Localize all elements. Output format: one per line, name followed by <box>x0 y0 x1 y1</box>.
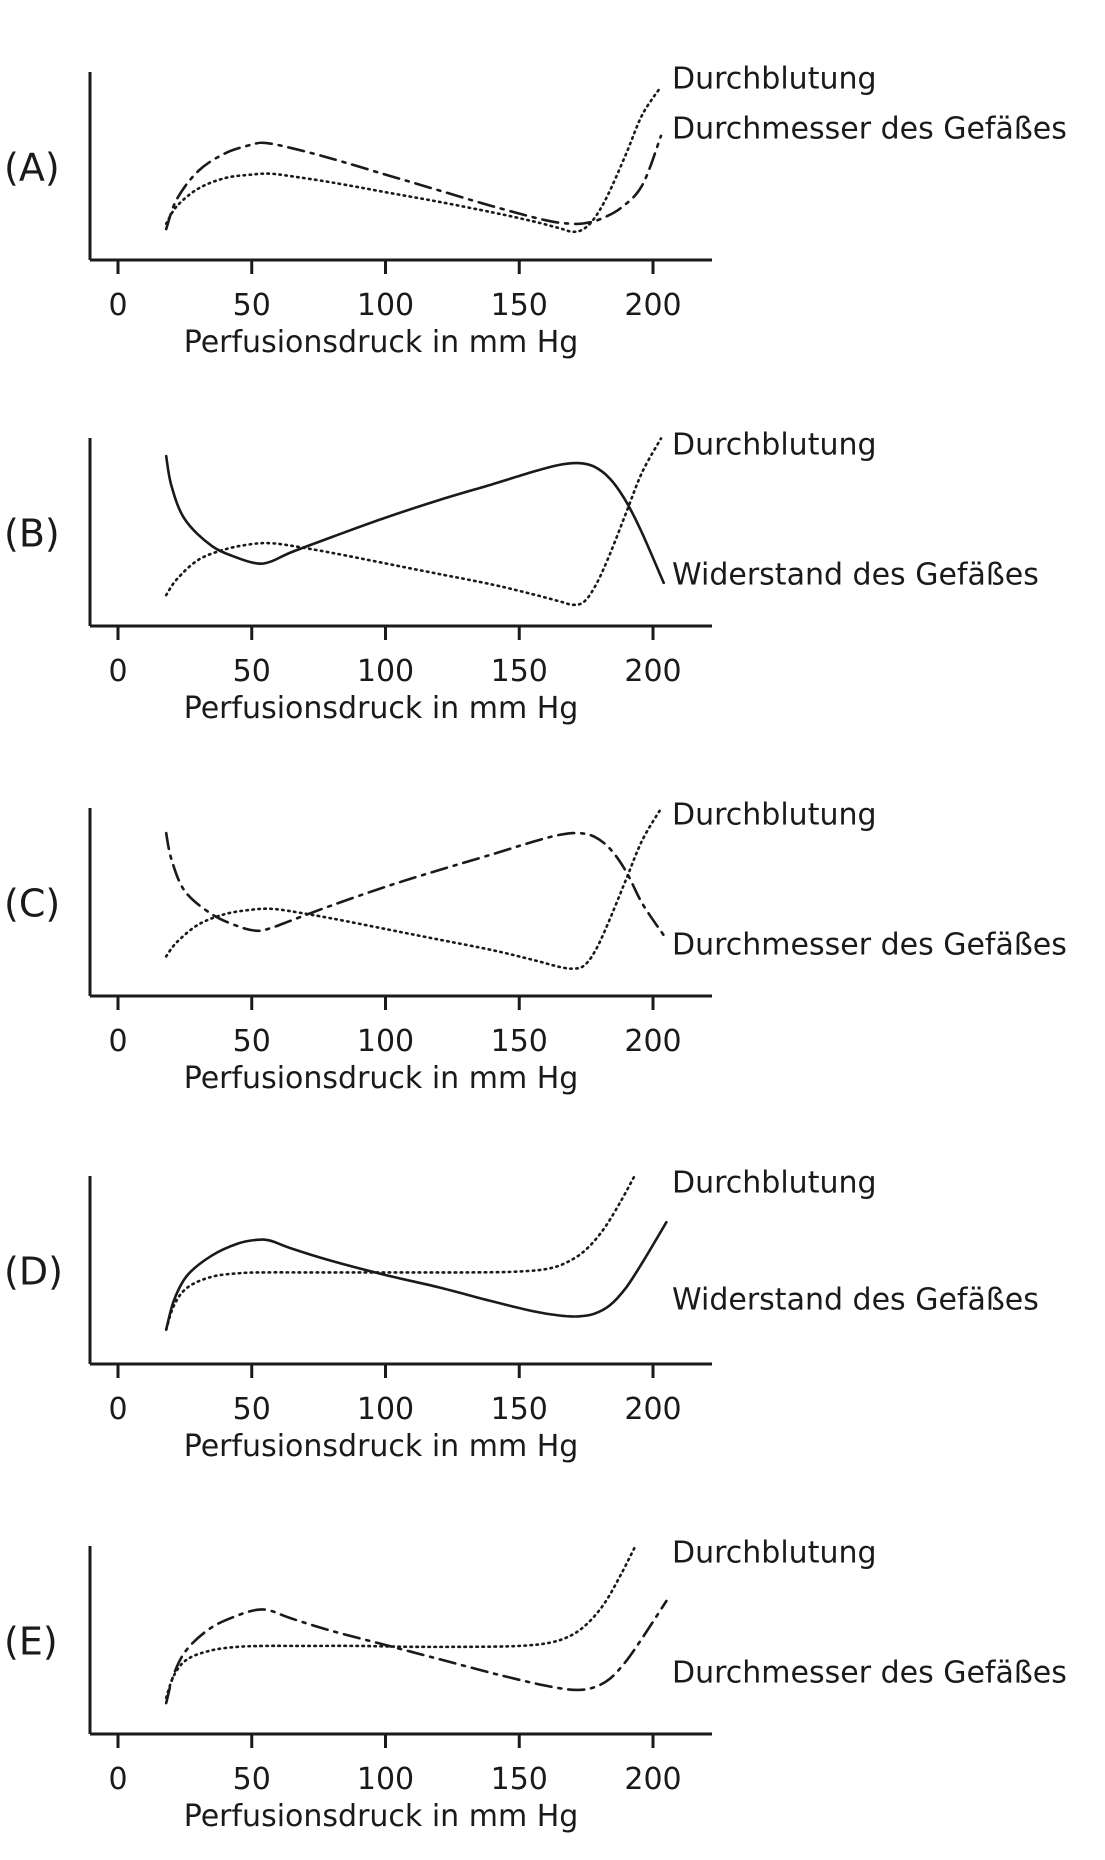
x-tick-label: 100 <box>357 1392 414 1427</box>
series-label: Durchblutung <box>672 1166 877 1201</box>
panel-label: (C) <box>4 881 60 925</box>
chart-panel: (C) 0 50 100 150 200 Perfusionsdruck in mm Hg D… <box>4 798 1067 1097</box>
panel-label: (A) <box>4 145 60 189</box>
chart-panel: (E) 0 50 100 150 200 Perfusionsdruck in mm Hg D… <box>4 1536 1067 1835</box>
series-line <box>164 454 665 585</box>
x-axis-title: Perfusionsdruck in mm Hg <box>184 1061 579 1096</box>
series-line <box>164 85 663 234</box>
series-line <box>164 1175 636 1331</box>
x-tick-label: 100 <box>357 1762 414 1797</box>
x-tick-label: 150 <box>491 654 548 689</box>
x-tick-label: 100 <box>357 288 414 323</box>
chart-panel: (D) 0 50 100 150 200 Perfusionsdruck in mm Hg D… <box>4 1166 1039 1465</box>
x-tick-label: 200 <box>624 1762 681 1797</box>
x-tick-label: 0 <box>108 654 127 689</box>
x-tick-label: 50 <box>233 1024 271 1059</box>
x-tick-label: 0 <box>108 1392 127 1427</box>
x-tick-label: 200 <box>624 288 681 323</box>
x-tick-label: 150 <box>491 1762 548 1797</box>
series-label: Durchblutung <box>672 428 877 463</box>
series-line <box>164 1599 668 1705</box>
chart-panel: (B) 0 50 100 150 200 Perfusionsdruck in mm Hg D… <box>4 428 1039 727</box>
series-label: Durchblutung <box>672 798 877 833</box>
x-tick-label: 50 <box>233 288 271 323</box>
panel-label: (B) <box>4 511 60 555</box>
series-line <box>164 134 663 231</box>
panel-label: (D) <box>4 1249 63 1293</box>
x-axis-title: Perfusionsdruck in mm Hg <box>184 1799 579 1834</box>
series-label: Durchmesser des Gefäßes <box>672 928 1067 963</box>
series-label: Durchblutung <box>672 62 877 97</box>
chart-panel: (A) 0 50 100 150 200 Perfusionsdruck in mm Hg D… <box>4 62 1067 361</box>
x-tick-label: 0 <box>108 1024 127 1059</box>
x-tick-label: 150 <box>491 288 548 323</box>
x-axis-title: Perfusionsdruck in mm Hg <box>184 1429 579 1464</box>
series-label: Widerstand des Gefäßes <box>672 1283 1039 1318</box>
x-tick-label: 100 <box>357 654 414 689</box>
x-tick-label: 200 <box>624 1024 681 1059</box>
x-axis-title: Perfusionsdruck in mm Hg <box>184 691 579 726</box>
x-tick-label: 0 <box>108 1762 127 1797</box>
x-tick-label: 50 <box>233 1762 271 1797</box>
series-label: Durchblutung <box>672 1536 877 1571</box>
series-label: Durchmesser des Gefäßes <box>672 1656 1067 1691</box>
series-line <box>164 1220 668 1331</box>
panel-label: (E) <box>4 1619 58 1663</box>
x-tick-label: 200 <box>624 654 681 689</box>
x-tick-label: 50 <box>233 654 271 689</box>
x-tick-label: 100 <box>357 1024 414 1059</box>
series-line <box>164 437 663 607</box>
series-line <box>164 1546 636 1700</box>
series-label: Widerstand des Gefäßes <box>672 558 1039 593</box>
x-tick-label: 150 <box>491 1024 548 1059</box>
series-line <box>164 831 665 937</box>
x-axis-title: Perfusionsdruck in mm Hg <box>184 325 579 360</box>
series-label: Durchmesser des Gefäßes <box>672 112 1067 147</box>
x-tick-label: 200 <box>624 1392 681 1427</box>
x-tick-label: 50 <box>233 1392 271 1427</box>
x-tick-label: 150 <box>491 1392 548 1427</box>
series-line <box>164 807 663 970</box>
x-tick-label: 0 <box>108 288 127 323</box>
